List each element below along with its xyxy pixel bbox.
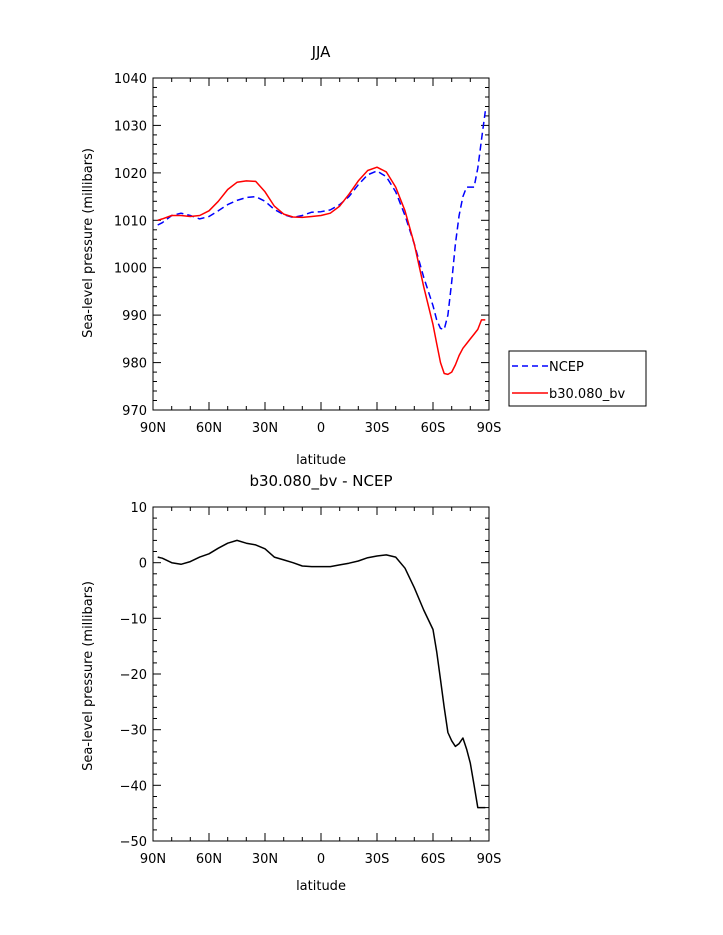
legend: NCEP b30.080_bv [508, 350, 647, 407]
bottom-y-tick-label: −10 [120, 612, 147, 627]
bottom-y-tick-label: −50 [120, 835, 147, 850]
bottom-series-lines [157, 539, 486, 809]
bottom-x-tick-label: 30N [252, 852, 278, 867]
bottom-chart-title: b30.080_bv - NCEP [249, 472, 392, 491]
top-y-axis-label: Sea-level pressure (millibars) [81, 148, 96, 338]
top-series-line-ncep [157, 111, 487, 331]
bottom-x-tick-label: 60S [421, 852, 446, 867]
top-y-tick-label: 1010 [114, 214, 147, 229]
top-chart-title: JJA [311, 43, 332, 61]
bottom-x-tick-label: 30S [365, 852, 390, 867]
bottom-x-tick-label: 90S [477, 852, 502, 867]
bottom-y-axis-label: Sea-level pressure (millibars) [81, 581, 96, 771]
top-y-tick-label: 1030 [114, 119, 147, 134]
top-x-tick-label: 60N [196, 421, 222, 436]
bottom-x-tick-label: 0 [317, 852, 325, 867]
top-x-tick-label: 0 [317, 421, 325, 436]
bottom-x-axis-label: latitude [296, 879, 346, 894]
bottom-panel: b30.080_bv - NCEP latitude Sea-level pre… [81, 472, 501, 894]
top-y-tick-label: 970 [122, 404, 147, 419]
legend-label-b30: b30.080_bv [549, 387, 625, 402]
bottom-y-tick-label: 0 [139, 557, 147, 572]
top-tick-labels: 90N 60N 30N 0 30S 60S 90S 970 980 990 1000 1010 1020… [114, 72, 501, 436]
bottom-y-tick-label: 10 [130, 501, 147, 516]
bottom-y-tick-label: −40 [120, 779, 147, 794]
top-y-tick-label: 1040 [114, 72, 147, 87]
top-x-tick-label: 30N [252, 421, 278, 436]
legend-label-ncep: NCEP [549, 360, 584, 375]
bottom-series-line-0 [157, 539, 486, 809]
top-y-tick-label: 990 [122, 309, 147, 324]
top-plot-frame [152, 77, 490, 411]
top-x-axis-label: latitude [296, 453, 346, 468]
top-x-tick-label: 60S [421, 421, 446, 436]
top-x-tick-label: 90N [140, 421, 166, 436]
bottom-plot-frame [152, 506, 490, 842]
top-x-tick-label: 30S [365, 421, 390, 436]
top-y-tick-label: 1020 [114, 167, 147, 182]
top-panel: JJA latitude Sea-level pressure (milliba… [81, 43, 647, 468]
legend-box [508, 350, 647, 407]
bottom-y-tick-label: −30 [120, 724, 147, 739]
top-y-tick-label: 1000 [114, 262, 147, 277]
bottom-y-tick-label: −20 [120, 668, 147, 683]
bottom-tick-labels: 90N 60N 30N 0 30S 60S 90S −50 −40 −30 −20 −10 0 10 [120, 501, 502, 867]
bottom-x-tick-label: 90N [140, 852, 166, 867]
top-y-tick-label: 980 [122, 357, 147, 372]
top-series-line-b30-080-bv [157, 166, 486, 376]
top-series-lines [157, 111, 487, 376]
top-x-tick-label: 90S [477, 421, 502, 436]
bottom-x-tick-label: 60N [196, 852, 222, 867]
